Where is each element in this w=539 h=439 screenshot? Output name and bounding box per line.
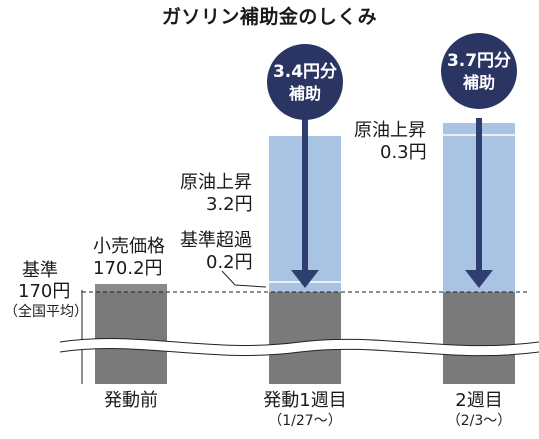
retail-price-label: 小売価格 — [93, 236, 165, 257]
bar-week2-base — [443, 292, 515, 384]
category-week1: 発動1週目 — [263, 390, 347, 411]
retail-price-value: 170.2円 — [93, 258, 163, 279]
axis-break-edge-bottom — [59, 348, 539, 357]
excess-leader-line — [221, 270, 267, 288]
week2-badge-circle — [441, 33, 517, 109]
bar-before-price-band — [95, 284, 167, 292]
week1-badge-amount: 3.4円分 — [272, 62, 338, 82]
week1-crude-value: 3.2円 — [206, 194, 253, 215]
week1-excess-label: 基準超過 — [180, 230, 252, 251]
week1-badge-circle — [267, 44, 343, 120]
baseline-value: 170円 — [18, 281, 71, 302]
week1-badge-word: 補助 — [288, 84, 321, 103]
baseline-label: 基準 — [22, 260, 58, 281]
week1-crude-label: 原油上昇 — [180, 172, 252, 193]
bar-before-base — [95, 292, 167, 384]
week2-badge-word: 補助 — [462, 73, 495, 92]
category-week2-period: （2/3～） — [446, 413, 512, 429]
category-week2: 2週目 — [455, 390, 503, 411]
week2-badge-amount: 3.7円分 — [446, 51, 512, 71]
axis-break-edge-top — [59, 338, 539, 347]
week2-crude-label: 原油上昇 — [354, 120, 426, 141]
baseline-note: （全国平均） — [4, 304, 88, 320]
category-week1-period: （1/27～） — [268, 413, 342, 429]
week1-arrow-head — [291, 270, 319, 288]
week1-excess-value: 0.2円 — [206, 252, 253, 273]
week2-arrow-head — [465, 270, 493, 288]
week2-crude-value: 0.3円 — [380, 142, 427, 163]
axis-break-band — [60, 338, 539, 356]
bar-week1-base — [269, 292, 341, 384]
diagram-title: ガソリン補助金のしくみ — [161, 6, 378, 28]
category-before: 発動前 — [104, 390, 158, 411]
